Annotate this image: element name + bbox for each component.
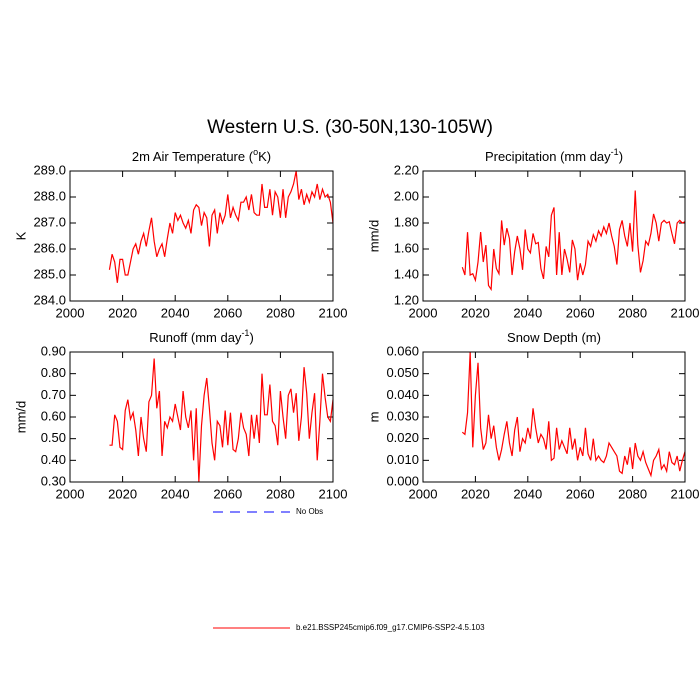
plot-frame <box>69 351 334 483</box>
title-text: Snow Depth (m) <box>507 330 601 345</box>
y-tick-label: 0.030 <box>386 408 419 423</box>
x-tick-label: 2080 <box>618 305 647 320</box>
title-text-end: ) <box>249 330 253 345</box>
y-tick-label: 288.0 <box>33 188 66 203</box>
y-axis-label: mm/d <box>366 220 381 253</box>
y-axis-label: K <box>13 231 28 240</box>
y-tick-label: 0.40 <box>41 452 66 467</box>
plot-frame <box>422 351 686 483</box>
title-superscript: -1 <box>241 328 249 338</box>
y-tick-label: 285.0 <box>33 266 66 281</box>
x-tick-label: 2060 <box>213 305 242 320</box>
y-tick-label: 0.60 <box>41 408 66 423</box>
x-tick-label: 2060 <box>566 305 595 320</box>
x-tick-label: 2020 <box>461 486 490 501</box>
y-tick-label: 0.060 <box>386 343 419 358</box>
title-text-end: ) <box>619 149 623 164</box>
y-tick-label: 0.050 <box>386 365 419 380</box>
y-tick-label: 1.40 <box>394 266 419 281</box>
figure-title: Western U.S. (30-50N,130-105W) <box>207 117 493 138</box>
title-text: Precipitation (mm day <box>485 149 611 164</box>
y-tick-label: 287.0 <box>33 214 66 229</box>
y-axis-label: m <box>366 412 381 423</box>
data-line <box>108 170 334 283</box>
x-tick-label: 2040 <box>513 486 542 501</box>
plot-frame <box>422 170 686 302</box>
y-tick-label: 289.0 <box>33 162 66 177</box>
x-tick-label: 2100 <box>319 486 348 501</box>
legend-text: b.e21.BSSP245cmip6.f09_g17.CMIP6-SSP2-4.… <box>296 623 485 632</box>
x-tick-label: 2080 <box>266 305 295 320</box>
legend-text: No Obs <box>296 507 323 516</box>
y-tick-label: 0.000 <box>386 473 419 488</box>
title-superscript: -1 <box>611 147 619 157</box>
x-tick-label: 2040 <box>161 486 190 501</box>
y-tick-label: 0.020 <box>386 430 419 445</box>
x-tick-label: 2000 <box>56 305 85 320</box>
x-tick-label: 2040 <box>161 305 190 320</box>
y-tick-label: 0.70 <box>41 387 66 402</box>
x-tick-label: 2020 <box>108 305 137 320</box>
y-tick-label: 0.010 <box>386 452 419 467</box>
y-tick-label: 0.80 <box>41 365 66 380</box>
x-tick-label: 2020 <box>461 305 490 320</box>
x-tick-label: 2000 <box>409 486 438 501</box>
x-tick-label: 2040 <box>513 305 542 320</box>
y-tick-label: 2.00 <box>394 188 419 203</box>
panel-title: Snow Depth (m) <box>507 330 601 345</box>
y-tick-label: 0.040 <box>386 387 419 402</box>
x-tick-label: 2000 <box>56 486 85 501</box>
panel-title: 2m Air Temperature (oK) <box>132 147 271 164</box>
plot-frame <box>69 170 334 302</box>
y-tick-label: 284.0 <box>33 292 66 307</box>
x-tick-label: 2080 <box>618 486 647 501</box>
title-text: Runoff (mm day <box>149 330 242 345</box>
y-tick-label: 2.20 <box>394 162 419 177</box>
x-tick-label: 2060 <box>566 486 595 501</box>
y-tick-label: 0.50 <box>41 430 66 445</box>
y-tick-label: 0.30 <box>41 473 66 488</box>
title-text-end: K) <box>258 149 271 164</box>
data-line <box>461 190 686 292</box>
x-tick-label: 2060 <box>213 486 242 501</box>
panel-title: Runoff (mm day-1) <box>149 328 254 345</box>
x-tick-label: 2080 <box>266 486 295 501</box>
panel-title: Precipitation (mm day-1) <box>485 147 623 164</box>
x-tick-label: 2100 <box>671 305 700 320</box>
y-tick-label: 0.90 <box>41 343 66 358</box>
title-text: 2m Air Temperature ( <box>132 149 254 164</box>
x-tick-label: 2000 <box>409 305 438 320</box>
y-tick-label: 1.20 <box>394 292 419 307</box>
x-tick-label: 2100 <box>671 486 700 501</box>
y-tick-label: 286.0 <box>33 240 66 255</box>
y-tick-label: 1.80 <box>394 214 419 229</box>
x-tick-label: 2100 <box>319 305 348 320</box>
title-superscript: o <box>253 147 258 157</box>
y-axis-label: mm/d <box>13 401 28 434</box>
x-tick-label: 2020 <box>108 486 137 501</box>
data-line <box>109 358 334 483</box>
data-line <box>461 351 686 478</box>
y-tick-label: 1.60 <box>394 240 419 255</box>
